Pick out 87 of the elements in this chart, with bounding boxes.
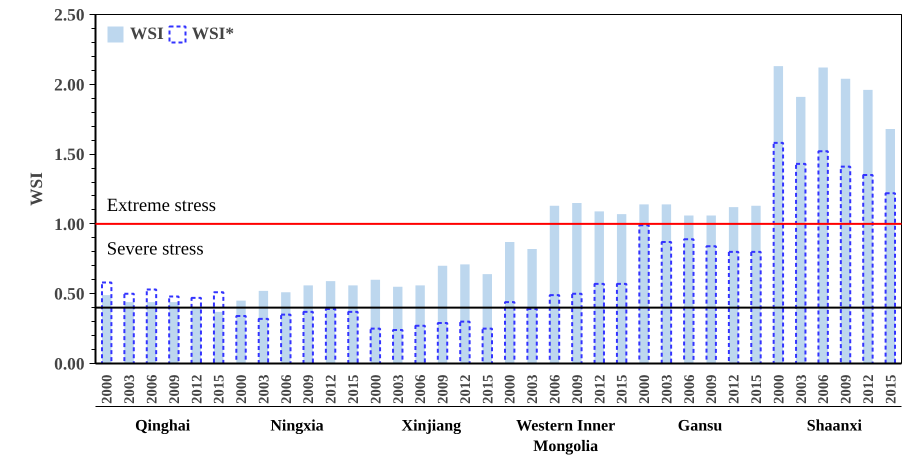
x-tick-label: 2003	[390, 374, 407, 404]
bar	[795, 162, 806, 364]
ref-line-label: Extreme stress	[106, 194, 216, 216]
x-tick-label: 2012	[860, 374, 877, 404]
bar	[482, 328, 494, 364]
x-tick-label: 2003	[525, 374, 542, 404]
ref-line-label: Severe stress	[106, 238, 204, 260]
bar	[817, 150, 829, 364]
x-tick-label: 2006	[413, 374, 430, 404]
x-tick-label: 2000	[368, 374, 384, 404]
x-tick-label: 2015	[212, 374, 228, 404]
bar	[280, 314, 292, 364]
x-tick-label: 2015	[480, 374, 496, 404]
bar	[594, 282, 605, 364]
bar	[504, 242, 514, 364]
text: Xinjiang	[402, 418, 462, 434]
bar	[100, 282, 112, 364]
y-tick-label: 1.50	[54, 145, 85, 164]
x-tick-label: 2006	[682, 374, 698, 404]
x-tick-label: 2012	[726, 374, 743, 404]
x-tick-label: 2009	[436, 374, 452, 404]
x-tick-label: 2012	[189, 374, 206, 404]
x-tick-label: 2009	[570, 374, 586, 404]
text: Qinghai	[135, 418, 191, 434]
y-tick-label: 1.00	[54, 214, 85, 234]
bar	[660, 241, 672, 364]
bar	[347, 310, 359, 364]
legend-label: WSI*	[192, 24, 234, 44]
bar	[370, 328, 382, 364]
legend-label: WSI	[130, 24, 164, 44]
y-tick-label: 0.50	[54, 284, 85, 304]
bar	[123, 292, 135, 364]
x-tick-label: 2006	[547, 374, 564, 404]
text: Ningxia	[270, 418, 324, 434]
x-tick-label: 2009	[301, 374, 318, 404]
bar	[862, 174, 874, 364]
bar	[616, 282, 628, 364]
bar	[258, 318, 270, 364]
bar	[482, 274, 492, 364]
text: Gansu	[678, 418, 722, 434]
text: Shaanxi	[806, 418, 862, 434]
x-tick-label: 2012	[458, 374, 474, 404]
x-tick-label: 2015	[614, 374, 631, 404]
bar	[212, 291, 224, 364]
bar	[571, 292, 583, 364]
y-tick-label: 0.00	[54, 354, 85, 374]
x-tick-label: 2000	[771, 374, 788, 404]
x-tick-label: 2003	[794, 374, 810, 404]
x-tick-label: 2015	[883, 374, 900, 404]
bar	[572, 202, 582, 364]
bar	[527, 249, 537, 364]
x-tick-label: 2006	[278, 374, 295, 404]
x-tick-label: 2003	[659, 374, 676, 404]
x-tick-label: 2012	[324, 374, 340, 404]
x-tick-label: 2000	[234, 374, 250, 404]
bar	[728, 250, 740, 364]
x-tick-label: 2015	[748, 374, 765, 404]
bar	[190, 296, 202, 364]
x-tick-label: 2009	[838, 374, 855, 404]
bar	[459, 320, 471, 364]
bar	[146, 288, 158, 364]
x-tick-label: 2000	[502, 374, 519, 404]
bar	[460, 264, 470, 364]
x-tick-label: 2012	[592, 374, 608, 404]
bar	[414, 324, 426, 364]
bar	[370, 280, 380, 364]
bar	[750, 250, 762, 364]
bar	[302, 310, 314, 364]
bar	[818, 68, 828, 364]
bar	[840, 166, 852, 364]
bar	[168, 295, 180, 364]
x-tick-label: 2003	[122, 374, 138, 404]
x-tick-label: 2003	[256, 374, 272, 404]
x-tick-label: 2006	[816, 374, 832, 404]
bar	[772, 142, 784, 364]
y-tick-label: 2.00	[54, 75, 85, 94]
x-tick-label: 2000	[100, 374, 116, 404]
bar	[884, 192, 896, 364]
bar	[393, 286, 402, 364]
x-tick-label: 2009	[704, 374, 720, 404]
y-tick-label: 2.50	[54, 6, 85, 24]
x-tick-label: 2000	[637, 374, 654, 404]
y-axis-title: WSI	[27, 172, 46, 206]
x-tick-label: 2006	[144, 374, 160, 404]
x-tick-label: 2009	[166, 374, 183, 404]
text: Western Inner Mongolia	[516, 418, 616, 455]
x-tick-label: 2015	[346, 374, 362, 404]
